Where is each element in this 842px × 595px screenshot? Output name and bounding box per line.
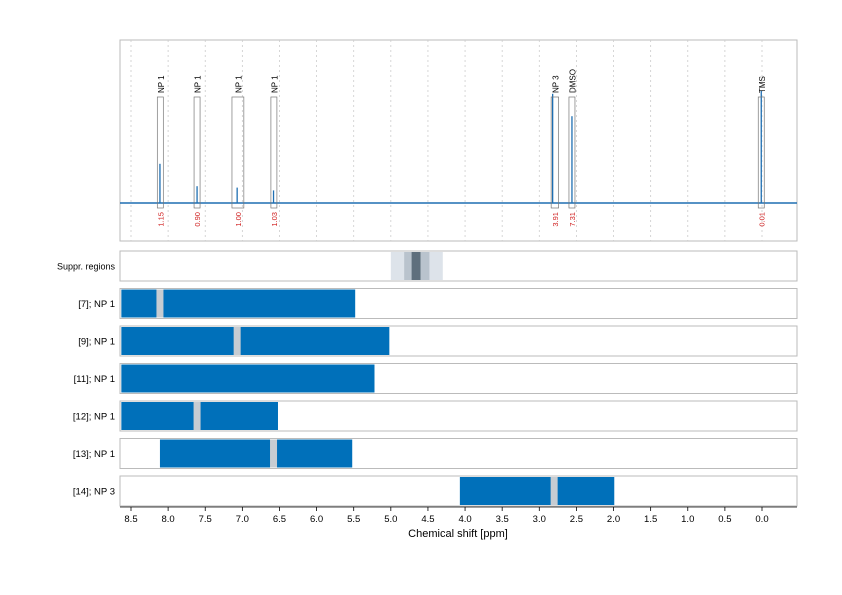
annotation-box — [568, 96, 576, 209]
x-tick-label: 7.0 — [236, 514, 249, 525]
annotation-box — [193, 96, 201, 209]
annotation-integral: 3.91 — [551, 212, 560, 227]
annotation-label: NP 1 — [157, 75, 166, 93]
annotation-integral: 7.31 — [568, 212, 577, 227]
row-frame — [119, 250, 798, 282]
x-tick-label: 5.0 — [384, 514, 397, 525]
row-label: Suppr. regions — [57, 262, 116, 272]
x-tick-label: 0.5 — [718, 514, 731, 525]
peak-marker — [156, 289, 164, 318]
integration-bar — [121, 327, 390, 355]
row-label: [12]; NP 1 — [73, 412, 115, 423]
x-tick-label: 3.0 — [533, 514, 546, 525]
x-tick-label: 8.5 — [124, 514, 137, 525]
x-axis-label: Chemical shift [ppm] — [408, 528, 508, 540]
x-tick-label: 2.5 — [570, 514, 583, 525]
peak-marker — [550, 477, 558, 505]
x-axis: Chemical shift [ppm] 8.5 8.0 7.5 7.0 6.5 6.0 5… — [120, 506, 797, 540]
annotation-label: NP 1 — [194, 75, 203, 93]
annotation-integral: 0.90 — [193, 212, 202, 227]
annotation-box — [757, 96, 765, 209]
spectrum-panel: NP 1 1.15 NP 1 0.90 NP 1 1.00 NP 1 1.03 NP 3 3.91… — [119, 39, 798, 242]
x-tick-label: 1.5 — [644, 514, 657, 525]
x-tick-label: 3.5 — [496, 514, 509, 525]
x-tick-label: 2.0 — [607, 514, 620, 525]
integration-bars-panel: Suppr. regions [7]; NP 1 [9]; NP 1 [11]; NP… — [57, 250, 798, 507]
row-label: [13]; NP 1 — [73, 449, 115, 460]
row-label: [9]; NP 1 — [78, 337, 115, 348]
integration-bar — [121, 364, 375, 393]
annotation-label: NP 3 — [551, 75, 560, 93]
peak-marker — [193, 402, 201, 430]
annotation-label: DMSO — [568, 69, 577, 93]
annotation-box — [231, 96, 245, 209]
integration-bar — [121, 289, 356, 318]
x-tick-label: 7.5 — [199, 514, 212, 525]
x-tick-label: 8.0 — [162, 514, 175, 525]
peak-marker — [233, 327, 241, 355]
integration-bar — [459, 477, 615, 505]
x-tick-label: 5.5 — [347, 514, 360, 525]
row-label: [14]; NP 3 — [73, 487, 115, 498]
x-tick-label: 1.0 — [681, 514, 694, 525]
annotation-box — [550, 96, 559, 209]
annotation-integral: 1.15 — [156, 212, 165, 227]
annotation-label: NP 1 — [234, 75, 243, 93]
x-tick-label: 6.0 — [310, 514, 323, 525]
annotation-box — [270, 96, 278, 209]
x-tick-label: 4.0 — [458, 514, 471, 525]
x-tick-label: 4.5 — [421, 514, 434, 525]
annotation-integral: 1.00 — [234, 212, 243, 227]
spectrum-frame — [119, 39, 798, 242]
peak-marker — [270, 439, 278, 468]
annotation-label: TMS — [758, 76, 767, 93]
x-tick-label: 0.0 — [755, 514, 768, 525]
x-tick-label: 6.5 — [273, 514, 286, 525]
row-label: [11]; NP 1 — [74, 374, 115, 385]
annotation-label: NP 1 — [270, 75, 279, 93]
annotation-box — [156, 96, 164, 209]
integration-bar — [159, 439, 353, 468]
row-frame — [119, 475, 798, 507]
annotation-integral: 1.03 — [270, 212, 279, 227]
annotation-integral: 0.01 — [757, 212, 766, 227]
suppression-band — [411, 252, 421, 280]
row-label: [7]; NP 1 — [78, 299, 115, 310]
